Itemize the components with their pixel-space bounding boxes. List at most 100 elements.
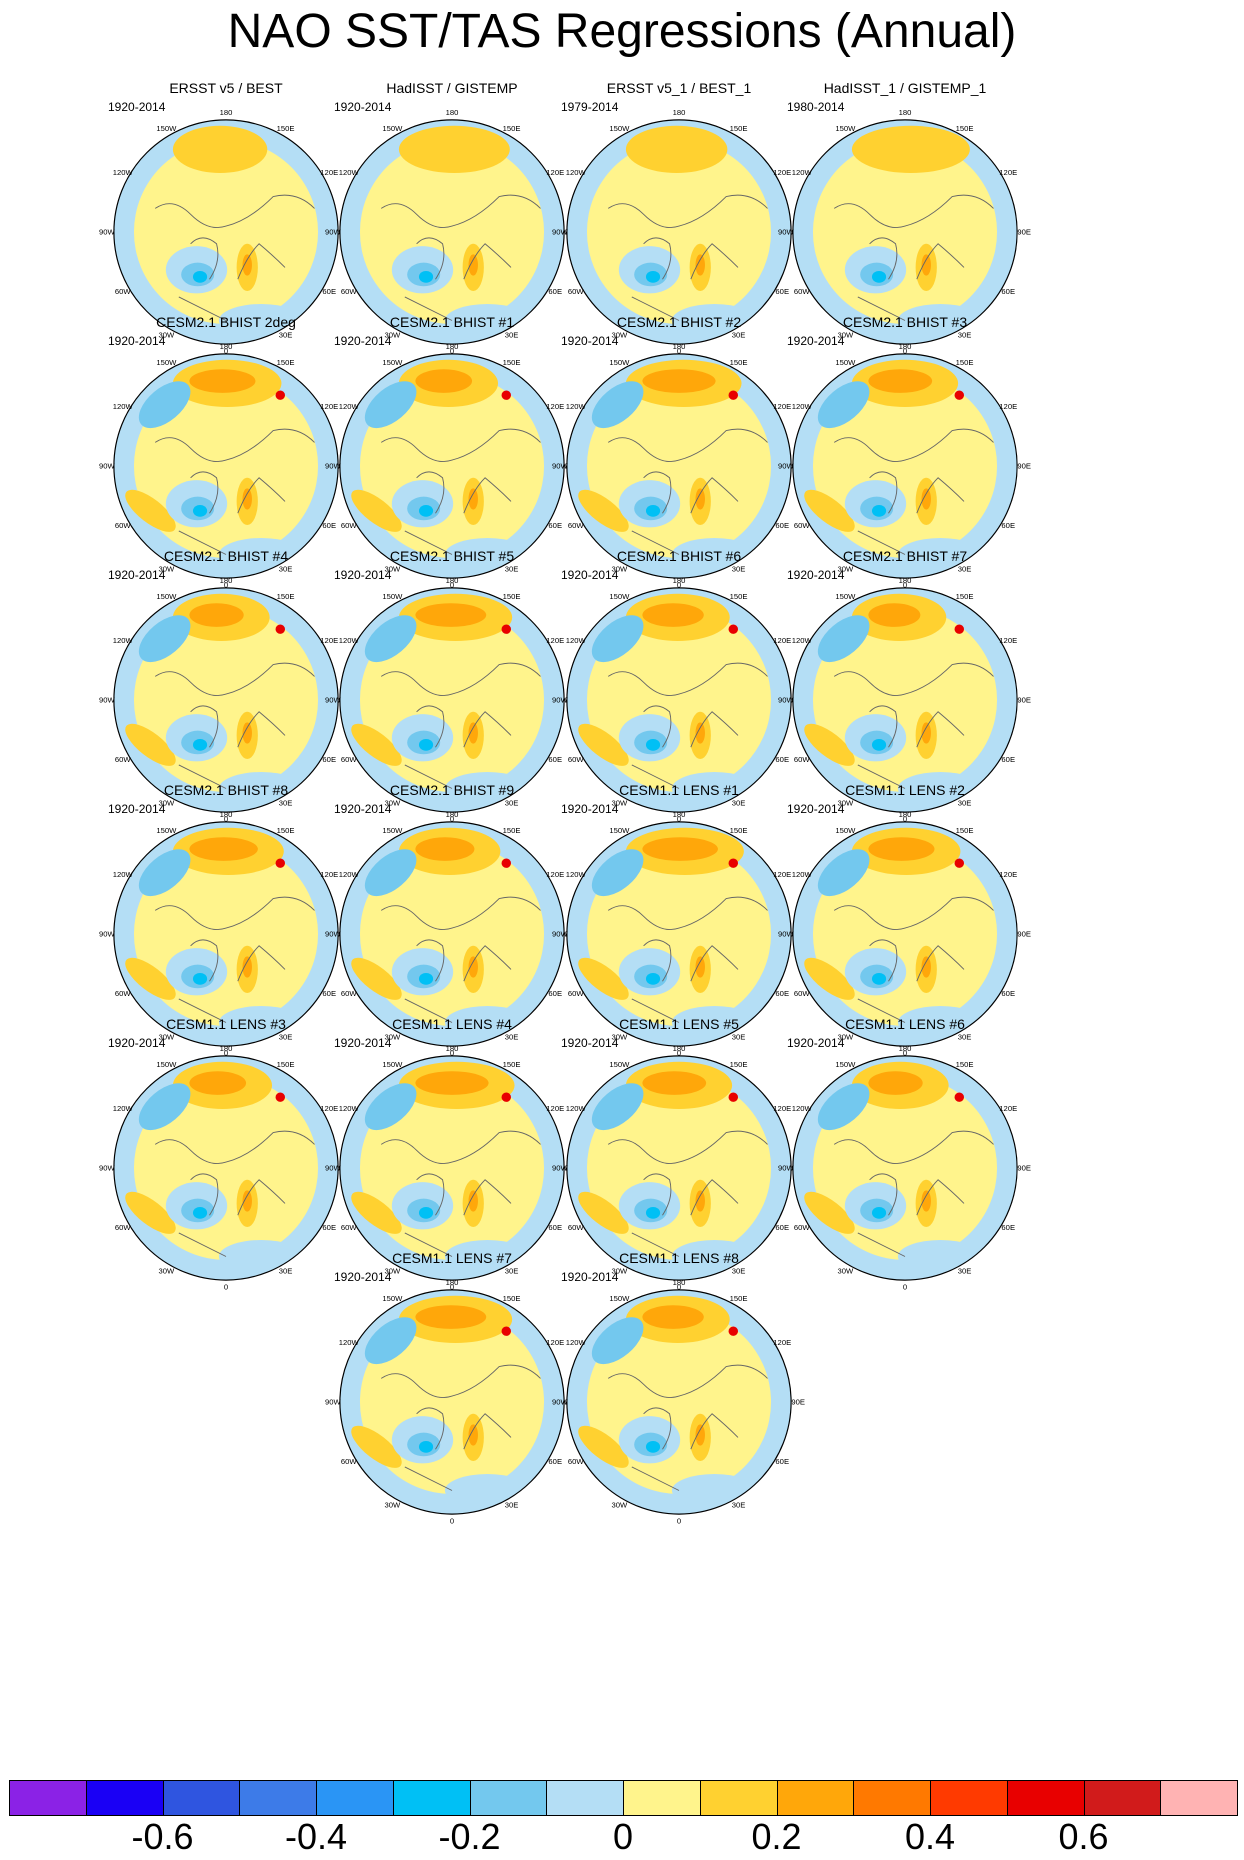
colorbar-segment [316,1780,394,1816]
lon-label: 150E [956,592,974,601]
lon-label: 90W [778,695,795,704]
field-atlantic-warm [804,723,855,766]
field-europe-core [468,956,478,978]
field-europe-core [242,488,252,510]
field-pacific-cool [817,1083,870,1131]
lon-label: 120W [792,168,813,177]
coastlines [833,662,994,789]
colorbar-tick-label: 0.4 [904,1816,956,1857]
map-border [339,119,565,345]
lon-label: 30E [732,799,746,808]
lon-label: 120E [773,870,791,879]
field-europe-core [468,722,478,744]
lon-label: 180 [673,576,686,585]
field-labrador-cool [645,270,661,283]
map-panel: HadISST_1 / GISTEMP_1 1980-2014 180 150E 120… [771,80,1039,356]
map-panel: CESM2.1 BHIST #51920-2014180150E120E90E6… [318,548,586,824]
field-atlantic-warm [578,723,629,766]
lon-label: 90W [325,461,342,470]
field-atlantic-warm [351,489,402,532]
field-labrador-cool [192,738,208,751]
field-pacific-cool [591,381,644,429]
lon-label: 0 [903,581,907,590]
field-siberia-peak [728,390,738,400]
lon-label: 120E [773,1104,791,1113]
lon-label: 120W [792,1104,813,1113]
field-pacific-cool [591,1317,644,1365]
lon-label: 150W [156,124,177,133]
coastlines [607,1364,768,1491]
field-pacific-core [415,1305,487,1329]
lon-label: 60E [548,287,562,296]
lon-label: 120W [792,636,813,645]
colorbar-segment [469,1780,548,1816]
lon-label: 120E [546,1338,564,1347]
field-labrador-cool [192,1206,208,1219]
lon-label: 60W [115,287,132,296]
map-border [113,587,339,813]
lon-label: 60W [794,521,811,530]
lon-label: 180 [673,108,686,117]
lon-label: 30W [838,331,855,340]
map-panels-grid: ERSST v5 / BEST1920-2014180150E120E90E60… [99,80,1039,1526]
lon-label: 30E [505,799,519,808]
field-siberia-peak [728,1326,738,1336]
field-pacific-core [415,837,475,861]
lon-label: 120W [339,636,360,645]
map-border [566,1055,792,1281]
map-border [339,587,565,813]
lon-label: 60W [794,287,811,296]
lon-label: 30W [385,331,402,340]
field-pacific-cool [591,615,644,663]
lon-label: 60W [115,1223,132,1232]
field-pacific-cool [138,849,191,897]
colorbar-tick-label: -0.2 [438,1816,501,1857]
map-border [792,587,1018,813]
colorbar-segment [699,1780,778,1816]
panel-years: 1920-2014 [334,1036,392,1050]
lon-label: 150W [382,1060,403,1069]
field-siberia-peak [728,858,738,868]
field-pacific-cool [817,849,870,897]
lon-label: 60W [568,521,585,530]
panel-years: 1920-2014 [108,100,166,114]
lon-label: 120E [773,168,791,177]
lon-label: 60E [548,521,562,530]
panel-years: 1920-2014 [334,100,392,114]
field-pacific-cool [591,1083,644,1131]
lon-label: 30W [612,1033,629,1042]
lon-label: 30E [958,799,972,808]
field-labrador-cool [418,270,434,283]
field-labrador-cool [418,738,434,751]
lon-label: 30W [838,1033,855,1042]
lon-label: 120W [339,1338,360,1347]
lon-label: 120W [113,636,134,645]
lon-label: 60E [548,755,562,764]
field-base [566,119,792,345]
panel-years: 1920-2014 [334,802,392,816]
lon-label: 30W [159,565,176,574]
lon-label: 30E [732,565,746,574]
lon-label: 60E [322,287,336,296]
field-siberia-peak [275,624,285,634]
lon-label: 120W [113,1104,134,1113]
panel-years: 1980-2014 [787,100,845,114]
lon-label: 90W [552,1397,569,1406]
lon-label: 30W [385,565,402,574]
field-europe-core [242,254,252,276]
field-siberia-peak [501,390,511,400]
lon-label: 150W [835,358,856,367]
field-base [339,119,565,345]
lon-label: 60E [1001,521,1015,530]
panel-years: 1920-2014 [108,802,166,816]
lon-label: 150E [277,592,295,601]
field-europe-core [921,254,931,276]
lon-label: 120W [113,402,134,411]
field-siberia-peak [954,390,964,400]
